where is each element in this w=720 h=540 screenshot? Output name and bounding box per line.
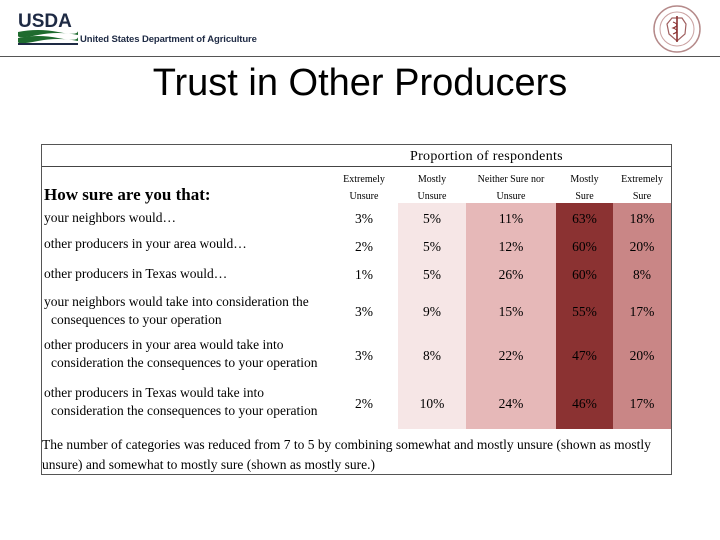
cell-mostly-sure: 60% — [556, 234, 613, 259]
cell-extremely-sure: 18% — [613, 203, 671, 234]
cell-mostly-unsure: 10% — [398, 378, 466, 429]
row-label: your neighbors would take into considera… — [44, 294, 309, 327]
cell-mostly-unsure: 8% — [398, 333, 466, 378]
cell-extremely-unsure: 1% — [330, 259, 398, 290]
footnote: The number of categories was reduced fro… — [42, 437, 651, 472]
slide-title: Trust in Other Producers — [152, 62, 568, 104]
proportion-header-row: Proportion of respondents — [42, 145, 671, 167]
cell-mostly-sure: 46% — [556, 378, 613, 429]
cell-extremely-sure: 20% — [613, 333, 671, 378]
cell-extremely-sure: 20% — [613, 234, 671, 259]
usda-logo-text: USDA — [18, 11, 72, 32]
cell-extremely-sure: 17% — [613, 290, 671, 333]
cell-extremely-unsure: 3% — [330, 333, 398, 378]
column-header-neither: Neither Sure nor Unsure — [477, 174, 545, 202]
cell-mostly-sure: 60% — [556, 259, 613, 290]
column-header-mostly-unsure: Mostly Unsure — [417, 174, 447, 202]
table-row: 3% 5% 11% 63% 18% — [330, 203, 671, 234]
row-label: other producers in your area would… — [44, 236, 247, 251]
usda-logo: USDA — [18, 10, 78, 46]
cell-mostly-sure: 63% — [556, 203, 613, 234]
agency-name: United States Department of Agriculture — [80, 34, 257, 45]
column-header-extremely-unsure: Extremely Unsure — [343, 174, 385, 202]
row-label: other producers in Texas would take into… — [44, 385, 318, 418]
table-row: 1% 5% 26% 60% 8% — [330, 259, 671, 290]
cell-extremely-sure: 17% — [613, 378, 671, 429]
cell-mostly-unsure: 5% — [398, 203, 466, 234]
cell-neither: 15% — [466, 290, 556, 333]
table-row: 3% 8% 22% 47% 20% — [330, 333, 671, 378]
table-row: 2% 10% 24% 46% 17% — [330, 378, 671, 429]
cell-mostly-sure: 47% — [556, 333, 613, 378]
cell-mostly-unsure: 5% — [398, 259, 466, 290]
cell-neither: 26% — [466, 259, 556, 290]
row-label: other producers in your area would take … — [44, 337, 318, 370]
column-header-extremely-sure: Extremely Sure — [621, 174, 663, 202]
cell-neither: 11% — [466, 203, 556, 234]
cell-neither: 24% — [466, 378, 556, 429]
cell-extremely-unsure: 2% — [330, 234, 398, 259]
table-row: 3% 9% 15% 55% 17% — [330, 290, 671, 333]
column-header-mostly-sure: Mostly Sure — [570, 174, 599, 202]
cell-extremely-sure: 8% — [613, 259, 671, 290]
cell-extremely-unsure: 3% — [330, 290, 398, 333]
table-row: 2% 5% 12% 60% 20% — [330, 234, 671, 259]
row-label: other producers in Texas would… — [44, 266, 228, 281]
cell-neither: 22% — [466, 333, 556, 378]
cell-extremely-unsure: 2% — [330, 378, 398, 429]
cell-neither: 12% — [466, 234, 556, 259]
cell-extremely-unsure: 3% — [330, 203, 398, 234]
cell-mostly-sure: 55% — [556, 290, 613, 333]
cell-mostly-unsure: 5% — [398, 234, 466, 259]
header-divider — [0, 56, 720, 57]
proportion-label: Proportion of respondents — [410, 149, 563, 164]
university-seal-icon — [652, 4, 702, 54]
cell-mostly-unsure: 9% — [398, 290, 466, 333]
row-label: your neighbors would… — [44, 210, 176, 225]
survey-table: Proportion of respondents How sure are y… — [41, 144, 672, 475]
question-header: How sure are you that: — [44, 185, 211, 204]
